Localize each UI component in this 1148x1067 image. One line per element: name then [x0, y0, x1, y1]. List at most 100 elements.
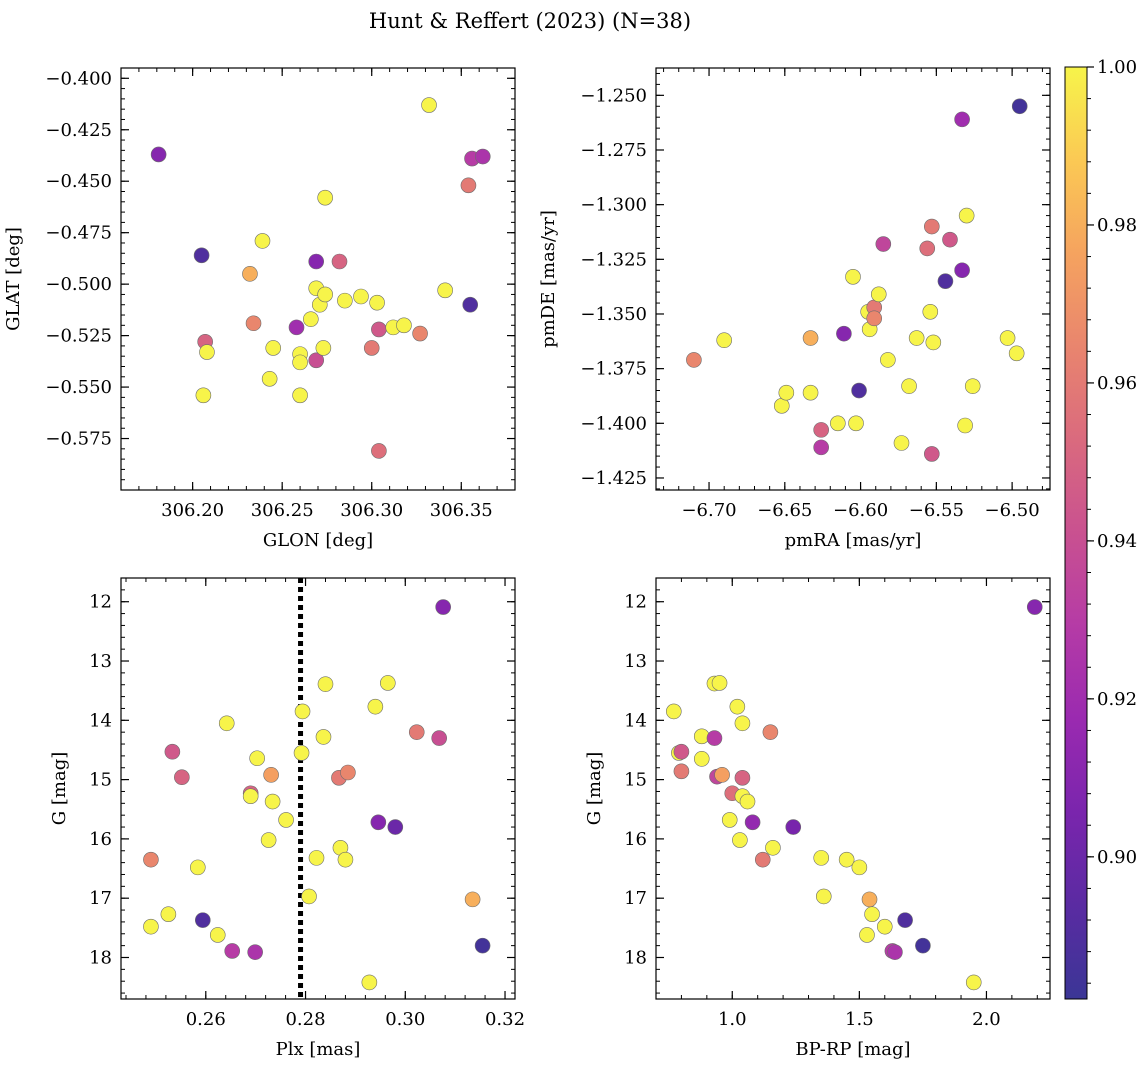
scatter-point — [880, 352, 896, 368]
y-tick-label: −0.450 — [45, 171, 112, 192]
scatter-point — [901, 378, 917, 394]
y-tick-label: −0.475 — [45, 223, 112, 244]
y-tick-label: −1.275 — [580, 140, 647, 161]
scatter-point — [954, 262, 970, 279]
y-tick-label: 14 — [624, 710, 647, 731]
scatter-point — [435, 599, 451, 615]
scatter-point — [964, 378, 981, 394]
scatter-point — [242, 788, 259, 805]
colorbar-tick-label: 0.92 — [1097, 689, 1137, 710]
scatter-point — [254, 233, 271, 249]
scatter-point — [265, 340, 282, 356]
scatter-point — [437, 282, 453, 299]
x-tick-label: −6.65 — [757, 500, 812, 521]
scatter-point — [861, 891, 878, 908]
scatter-point — [915, 937, 931, 954]
panels: 306.20 306.25 306.30 306.35 −0.400 −0.425 −0.4… — [3, 67, 1051, 1060]
y-tick-label: 15 — [89, 770, 112, 791]
scatter-point — [303, 311, 319, 327]
scatter-point — [412, 325, 428, 342]
panel-pm: −6.70 −6.65 −6.60 −6.55 −6.50 −1.250 −1.275 −1.… — [538, 67, 1051, 551]
x-tick-label: 2.0 — [972, 1009, 1001, 1030]
y-tick-label: 13 — [624, 651, 647, 672]
scatter-point — [716, 332, 732, 349]
scatter-point — [363, 340, 380, 356]
scatter-point — [937, 273, 954, 289]
scatter-point — [371, 321, 387, 338]
scatter-point — [242, 266, 258, 282]
colorbar-tick-label: 0.98 — [1097, 215, 1137, 236]
scatter-point — [875, 236, 892, 252]
scatter-point — [673, 763, 690, 780]
scatter-point — [838, 851, 855, 868]
x-tick-label: 0.28 — [285, 1009, 325, 1030]
scatter-point — [294, 703, 311, 720]
scatter-point — [958, 207, 975, 224]
colorbar-tick-label: 0.96 — [1097, 373, 1137, 394]
scatter-point — [474, 937, 491, 954]
scatter-point — [261, 371, 278, 387]
scatter-point — [421, 97, 437, 113]
scatter-point — [897, 912, 913, 928]
scatter-point — [870, 286, 887, 303]
scatter-point — [802, 384, 819, 401]
scatter-point — [686, 352, 702, 368]
y-axis-label: G [mag] — [49, 752, 70, 825]
y-tick-label: −1.250 — [580, 85, 647, 106]
scatter-point — [315, 729, 332, 745]
x-tick-label: −6.55 — [909, 500, 964, 521]
scatter-point — [851, 859, 868, 876]
scatter-point — [264, 793, 281, 810]
scatter-point — [714, 767, 730, 783]
scatter-points — [665, 599, 1043, 991]
scatter-point — [337, 292, 353, 309]
y-tick-label: −1.375 — [580, 359, 647, 380]
y-axis-label: pmDE [mas/yr] — [538, 210, 559, 348]
y-tick-label: −0.400 — [45, 68, 112, 89]
scatter-point — [802, 330, 819, 346]
scatter-point — [174, 769, 190, 786]
scatter-point — [893, 435, 910, 451]
scatter-point — [194, 912, 211, 928]
scatter-point — [308, 850, 325, 866]
scatter-point — [954, 111, 970, 128]
panel-glon-glat: 306.20 306.25 306.30 306.35 −0.400 −0.425 −0.4… — [3, 67, 516, 551]
scatter-point — [845, 269, 861, 285]
y-tick-label: −0.550 — [45, 377, 112, 398]
minor-ticks — [120, 67, 516, 491]
scatter-point — [942, 231, 958, 248]
scatter-point — [778, 384, 795, 401]
x-axis-label: Plx [mas] — [276, 1039, 361, 1060]
y-tick-label: −1.300 — [580, 195, 647, 216]
scatter-points — [686, 98, 1028, 462]
scatter-point — [361, 974, 378, 991]
scatter-point — [711, 675, 728, 691]
x-tick-label: 0.26 — [186, 1009, 226, 1030]
y-tick-label: 18 — [89, 947, 112, 968]
scatter-point — [754, 851, 771, 868]
scatter-point — [744, 814, 761, 831]
scatter-point — [292, 354, 308, 371]
scatter-point — [462, 296, 479, 313]
y-tick-label: 12 — [624, 592, 647, 613]
y-axis-label: G [mag] — [584, 752, 605, 825]
y-tick-label: 14 — [89, 710, 112, 731]
scatter-point — [732, 832, 748, 848]
y-tick-label: 17 — [624, 888, 647, 909]
scatter-point — [143, 851, 159, 868]
scatter-point — [785, 819, 802, 835]
scatter-point — [337, 851, 354, 868]
scatter-point — [864, 906, 880, 923]
scatter-point — [922, 303, 939, 320]
scatter-point — [353, 288, 369, 305]
scatter-point — [143, 918, 159, 935]
x-tick-label: 1.5 — [845, 1009, 874, 1030]
scatter-points — [150, 97, 491, 459]
scatter-point — [387, 819, 404, 835]
scatter-point — [851, 382, 867, 399]
y-tick-label: 15 — [624, 770, 647, 791]
scatter-point — [380, 675, 396, 691]
scatter-point — [876, 918, 893, 935]
y-tick-label: 16 — [89, 829, 112, 850]
